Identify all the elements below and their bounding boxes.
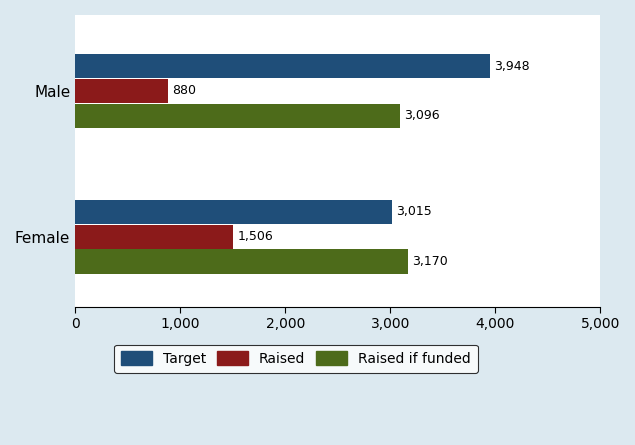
Bar	[75, 225, 234, 249]
Legend: Target, Raised, Raised if funded: Target, Raised, Raised if funded	[114, 344, 478, 373]
Bar	[75, 249, 408, 274]
Text: 3,170: 3,170	[412, 255, 448, 268]
Text: 1,506: 1,506	[237, 230, 273, 243]
Text: 3,015: 3,015	[396, 206, 432, 218]
Text: 3,948: 3,948	[494, 60, 530, 73]
Bar	[75, 104, 400, 128]
Bar	[75, 200, 392, 224]
Text: 3,096: 3,096	[404, 109, 440, 122]
Text: 880: 880	[172, 85, 196, 97]
Bar	[75, 79, 168, 103]
Bar	[75, 54, 490, 78]
